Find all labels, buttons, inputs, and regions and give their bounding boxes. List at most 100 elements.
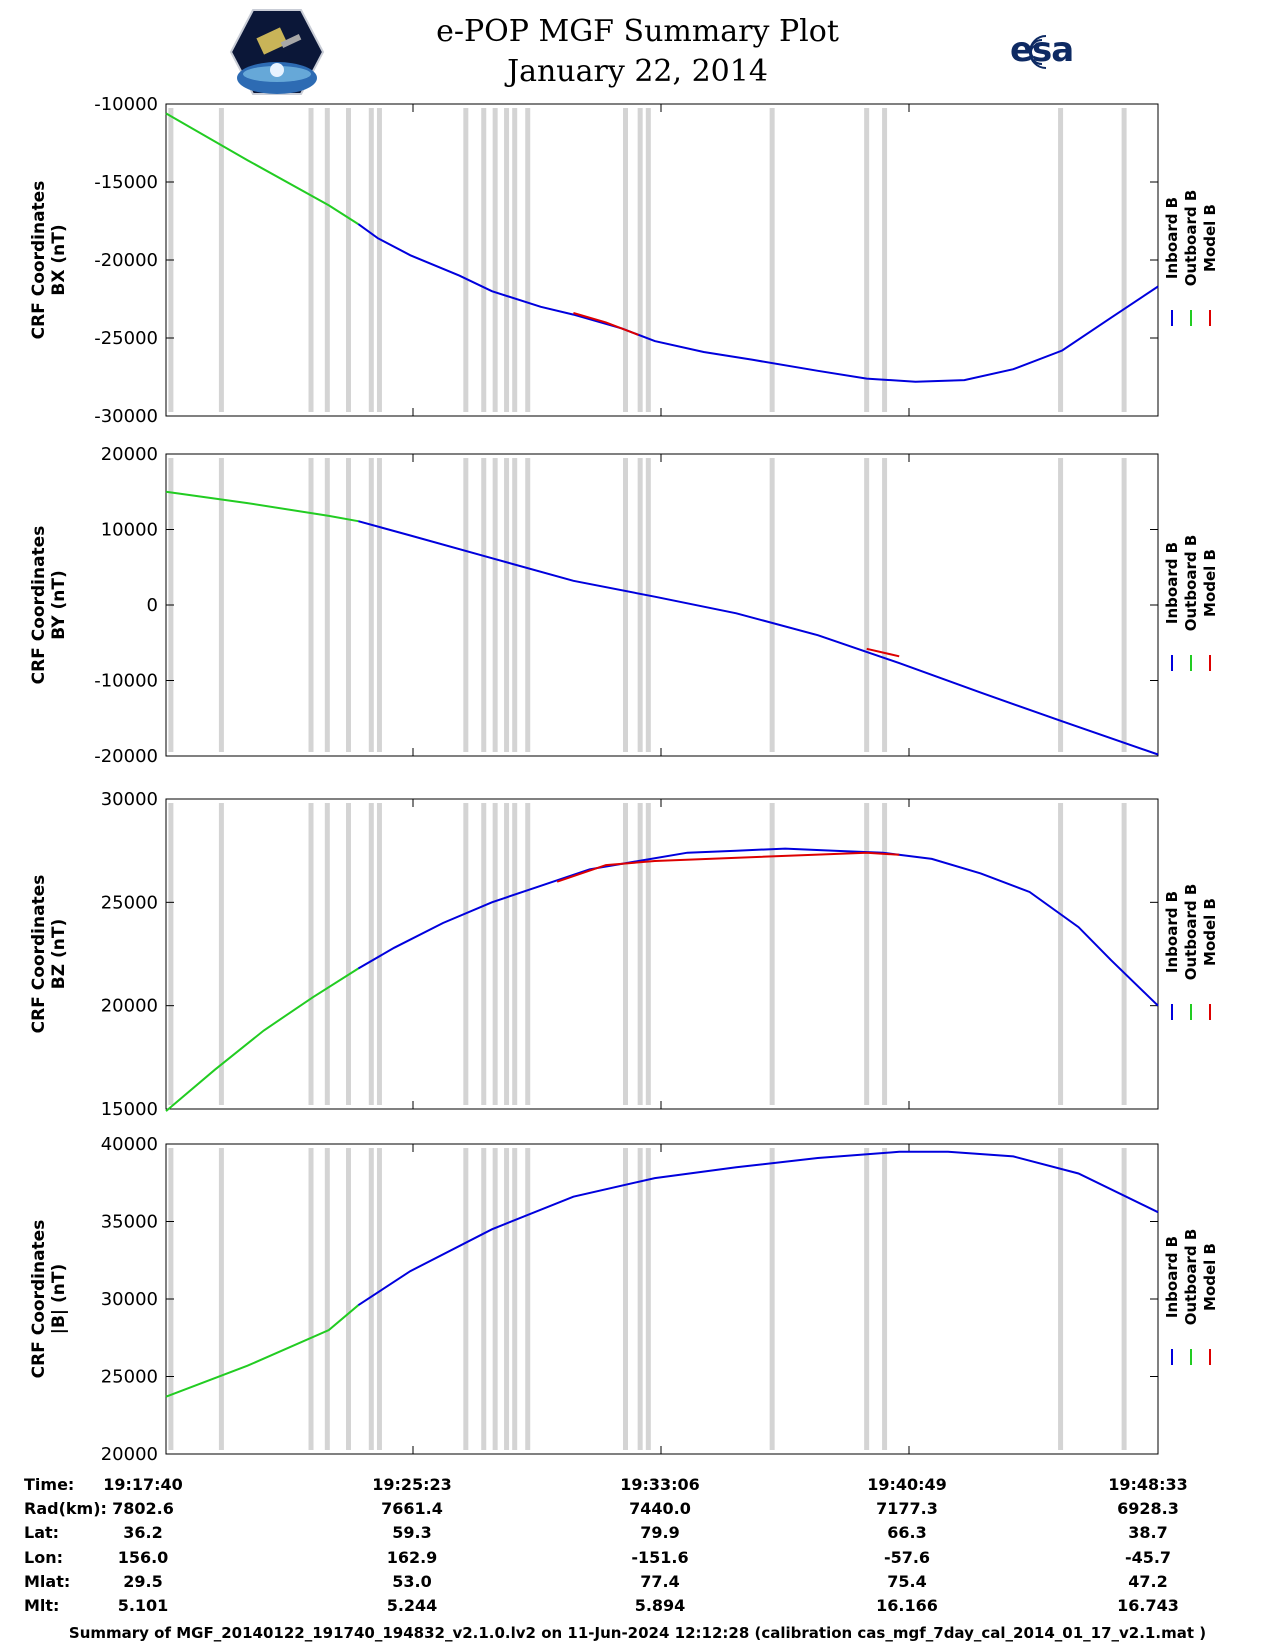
legend-label: Model B	[1201, 549, 1219, 617]
y-tick-label: 0	[147, 595, 158, 616]
data-gap-band	[769, 108, 775, 412]
y-tick-label: 25000	[101, 892, 158, 913]
data-gap-band	[645, 1148, 651, 1450]
ephemeris-table: Time: Rad(km): Lat: Lon: Mlat: Mlt: 19:17:40 78…	[24, 1475, 1188, 1615]
y-axis-label: CRF CoordinatesBY (nT)	[29, 526, 69, 685]
table-row-label: Lat:	[24, 1523, 59, 1542]
table-cell: 7177.3	[876, 1499, 938, 1518]
data-gap-band	[769, 803, 775, 1105]
data-gap-band	[376, 1148, 382, 1450]
data-gap-band	[525, 803, 531, 1105]
data-gap-band	[324, 803, 330, 1105]
data-gap-band	[769, 1148, 775, 1450]
data-gap-band	[1058, 108, 1064, 412]
y-tick-label: 20000	[101, 996, 158, 1017]
series-line-inboard-b	[357, 1150, 1159, 1307]
table-cell: -45.7	[1125, 1548, 1171, 1567]
y-axis-label-line: BX (nT)	[49, 224, 69, 295]
y-axis-label: CRF CoordinatesBZ (nT)	[29, 875, 69, 1034]
summary-footer: Summary of MGF_20140122_191740_194832_v2…	[68, 1624, 1207, 1642]
data-gap-band	[463, 108, 469, 412]
table-cell: 36.2	[123, 1523, 162, 1542]
data-gap-band	[218, 458, 224, 752]
legend-label: Outboard B	[1182, 535, 1200, 632]
data-gap-band	[512, 458, 518, 752]
y-axis-label-line: BZ (nT)	[49, 919, 69, 989]
legend-label: Inboard B	[1163, 542, 1181, 624]
y-axis-label: CRF CoordinatesBX (nT)	[29, 181, 69, 340]
y-tick-label: -30000	[94, 406, 158, 427]
data-gap-band	[324, 458, 330, 752]
table-row-label: Lon:	[24, 1548, 63, 1567]
data-gap-band	[623, 1148, 629, 1450]
table-row-label: Mlt:	[24, 1596, 59, 1615]
data-gap-band	[308, 1148, 314, 1450]
y-axis-label-line: BY (nT)	[49, 570, 69, 640]
chart-panel: 40000 35000 30000 25000 20000 CRF Coordinates…	[29, 1134, 1219, 1465]
table-cell: 19:33:06	[620, 1475, 700, 1494]
table-cell: 38.7	[1128, 1523, 1167, 1542]
plot-frame	[165, 798, 1159, 1110]
data-gap-band	[376, 803, 382, 1105]
series-line-outboard-b	[165, 112, 359, 225]
data-gap-band	[882, 108, 888, 412]
data-gap-band	[504, 1148, 510, 1450]
data-gap-band	[481, 1148, 487, 1450]
table-cell: 59.3	[392, 1523, 431, 1542]
data-gap-band	[463, 803, 469, 1105]
esa-logo-icon	[1029, 35, 1047, 69]
data-gap-band	[368, 1148, 374, 1450]
data-gap-band	[504, 458, 510, 752]
legend-label: Outboard B	[1182, 1229, 1200, 1326]
data-gap-band	[645, 108, 651, 412]
esa-logo-text: esa	[1010, 30, 1074, 70]
y-tick-label: 40000	[101, 1134, 158, 1155]
data-gap-band	[864, 1148, 870, 1450]
data-gap-band	[645, 458, 651, 752]
data-gap-band	[308, 803, 314, 1105]
data-gap-band	[645, 803, 651, 1105]
series-line-inboard-b	[358, 520, 1159, 756]
data-gap-band	[345, 1148, 351, 1450]
data-gap-band	[308, 108, 314, 412]
data-gap-band	[218, 803, 224, 1105]
data-gap-band	[637, 108, 643, 412]
data-gap-band	[1121, 1148, 1127, 1450]
y-tick-label: -10000	[94, 671, 158, 692]
data-gap-band	[525, 1148, 531, 1450]
data-gap-band	[463, 1148, 469, 1450]
y-tick-label: 35000	[101, 1212, 158, 1233]
data-gap-band	[882, 1148, 888, 1450]
data-gap-band	[1058, 803, 1064, 1105]
data-gap-band	[1058, 458, 1064, 752]
data-gap-band	[481, 108, 487, 412]
data-gap-band	[504, 108, 510, 412]
y-tick-label: -15000	[94, 172, 158, 193]
table-cell: 66.3	[887, 1523, 926, 1542]
series-line-model-b	[573, 312, 639, 336]
data-gap-band	[492, 803, 498, 1105]
table-cell: 75.4	[887, 1572, 926, 1591]
data-gap-band	[376, 458, 382, 752]
y-tick-label: -20000	[94, 746, 158, 767]
legend-label: Inboard B	[1163, 891, 1181, 973]
data-gap-band	[492, 458, 498, 752]
data-gap-band	[769, 458, 775, 752]
data-gap-band	[368, 458, 374, 752]
table-row-label: Rad(km):	[24, 1499, 107, 1518]
y-tick-label: 20000	[101, 444, 158, 465]
data-gap-band	[512, 108, 518, 412]
table-cell: 5.101	[118, 1596, 169, 1615]
data-gap-band	[864, 458, 870, 752]
table-cell: 19:25:23	[372, 1475, 452, 1494]
y-axis-label: CRF Coordinates|B| (nT)	[29, 1220, 69, 1379]
plot-title: e-POP MGF Summary Plot	[436, 14, 839, 49]
table-cell: 16.743	[1117, 1596, 1179, 1615]
data-gap-band	[637, 803, 643, 1105]
data-gap-band	[882, 803, 888, 1105]
plot-frame	[165, 1143, 1159, 1455]
data-gap-band	[864, 108, 870, 412]
data-gap-band	[168, 803, 174, 1105]
data-gap-band	[864, 803, 870, 1105]
table-cell: 7661.4	[381, 1499, 443, 1518]
